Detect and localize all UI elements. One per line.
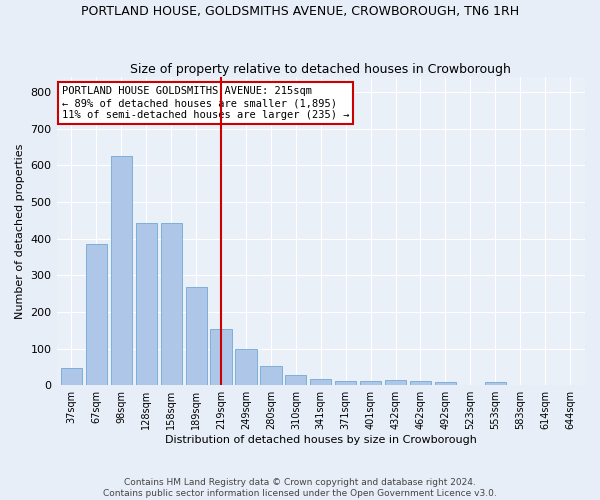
Bar [185,287,207,385]
Bar [111,156,132,385]
Bar [335,381,356,385]
Text: Contains HM Land Registry data © Crown copyright and database right 2024.
Contai: Contains HM Land Registry data © Crown c… [103,478,497,498]
Bar [485,382,506,385]
Bar [136,223,157,385]
Bar [435,382,456,385]
Bar [385,380,406,385]
Text: PORTLAND HOUSE, GOLDSMITHS AVENUE, CROWBOROUGH, TN6 1RH: PORTLAND HOUSE, GOLDSMITHS AVENUE, CROWB… [81,5,519,18]
Bar [360,381,381,385]
Bar [310,378,331,385]
Text: PORTLAND HOUSE GOLDSMITHS AVENUE: 215sqm
← 89% of detached houses are smaller (1: PORTLAND HOUSE GOLDSMITHS AVENUE: 215sqm… [62,86,349,120]
Bar [86,244,107,385]
X-axis label: Distribution of detached houses by size in Crowborough: Distribution of detached houses by size … [165,435,477,445]
Y-axis label: Number of detached properties: Number of detached properties [15,144,25,319]
Title: Size of property relative to detached houses in Crowborough: Size of property relative to detached ho… [130,63,511,76]
Bar [285,375,307,385]
Bar [410,381,431,385]
Bar [260,366,281,385]
Bar [211,330,232,385]
Bar [61,368,82,385]
Bar [161,223,182,385]
Bar [235,350,257,385]
